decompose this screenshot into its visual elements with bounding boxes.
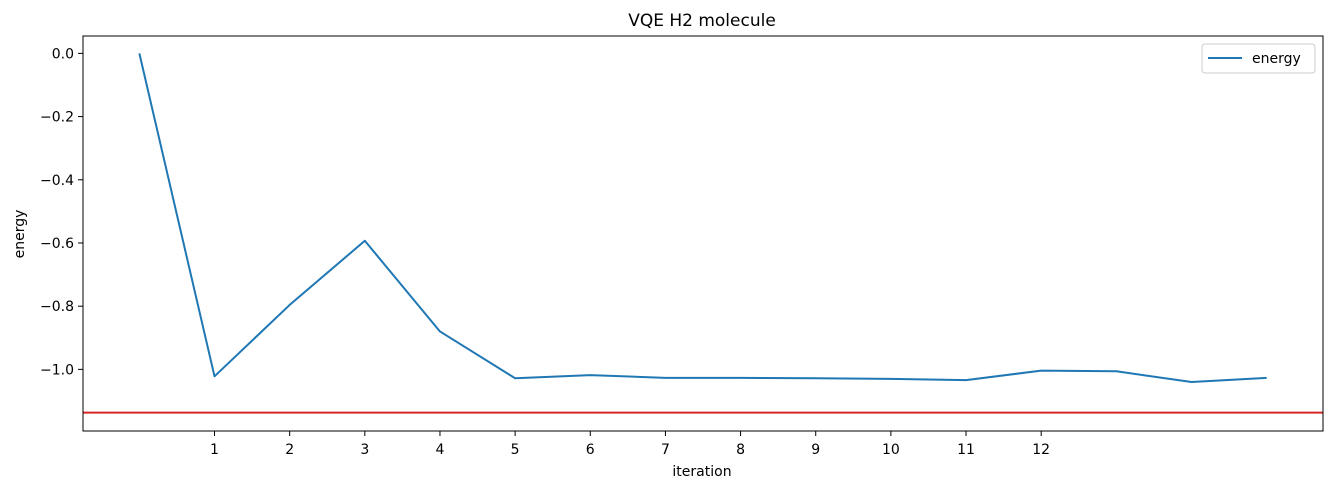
y-tick-label: −0.2 <box>40 110 74 126</box>
series-line-energy <box>138 53 1267 384</box>
y-tick-label: −1.0 <box>40 362 74 378</box>
legend-box <box>1201 43 1316 74</box>
x-tick-label: 10 <box>882 442 900 458</box>
x-tick-label: 7 <box>661 442 670 458</box>
plot-area <box>83 53 1323 414</box>
x-axis: 1 2 3 4 5 6 7 8 9 10 11 12 <box>210 431 1050 458</box>
y-axis-label: energy <box>12 210 28 259</box>
x-tick-label: 5 <box>511 442 520 458</box>
x-tick-label: 11 <box>957 442 975 458</box>
x-tick-label: 2 <box>285 442 294 458</box>
x-tick-label: 9 <box>811 442 820 458</box>
x-tick-label: 4 <box>436 442 445 458</box>
x-tick-label: 6 <box>586 442 595 458</box>
y-tick-label: 0.0 <box>52 46 74 62</box>
y-tick-label: −0.6 <box>40 236 74 252</box>
x-tick-label: 8 <box>736 442 745 458</box>
legend: energy <box>1201 43 1316 74</box>
axes-frame <box>82 35 1324 432</box>
x-axis-label: iteration <box>672 464 731 480</box>
legend-label-energy: energy <box>1252 51 1301 67</box>
y-tick-label: −0.4 <box>40 173 74 189</box>
x-tick-label: 3 <box>360 442 369 458</box>
x-tick-label: 1 <box>210 442 219 458</box>
y-tick-label: −0.8 <box>40 299 74 315</box>
x-tick-label: 12 <box>1032 442 1050 458</box>
y-axis: 0.0 −0.2 −0.4 −0.6 −0.8 −1.0 <box>40 46 83 378</box>
chart-title: VQE H2 molecule <box>628 11 776 31</box>
